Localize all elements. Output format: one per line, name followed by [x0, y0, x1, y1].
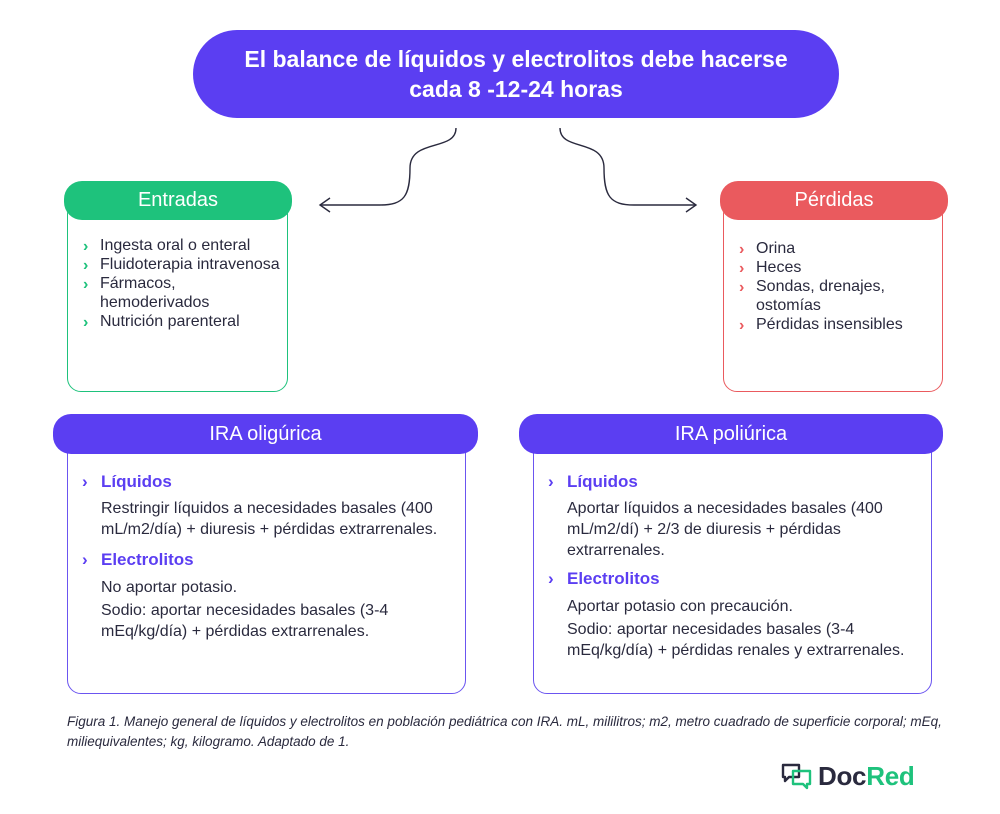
list-item: › Nutrición parenteral — [83, 313, 240, 331]
figure-caption: Figura 1. Manejo general de líquidos y e… — [67, 714, 942, 749]
list-item: › Orina — [739, 240, 796, 258]
liquidos-text: Aportar líquidos a necesidades basales (… — [567, 500, 883, 559]
perdidas-header: Pérdidas — [720, 181, 948, 220]
list-item: › Heces — [739, 259, 802, 277]
electrolitos-heading: › Electrolitos — [82, 550, 194, 569]
list-item: › Fármacos, hemoderivados — [83, 275, 210, 311]
chevron-right-icon: › — [739, 241, 745, 258]
chevron-right-icon: › — [82, 550, 88, 569]
logo-text-doc: Doc — [818, 760, 867, 791]
perdidas-list: › Orina › Heces › Sondas, drenajes, ostomía… — [739, 239, 936, 334]
list-item: › Sondas, drenajes, ostomías — [739, 278, 885, 314]
entradas-list: › Ingesta oral o enteral › Fluidoterapia i… — [83, 236, 280, 331]
ira-oligurica-content: › Líquidos Restringir líquidos a necesida… — [82, 472, 446, 642]
title-line-2: cada 8 -12-24 horas — [409, 76, 623, 102]
chevron-right-icon: › — [83, 276, 89, 293]
chevron-right-icon: › — [83, 238, 89, 255]
chevron-right-icon: › — [739, 260, 745, 277]
ira-poliurica-box — [533, 436, 932, 694]
electrolitos-text-2: Sodio: aportar necesidades basales (3-4 … — [101, 602, 389, 640]
ira-poliurica-header: IRA poliúrica — [519, 414, 943, 454]
docred-logo: Doc Red — [780, 760, 915, 792]
liquidos-heading: › Líquidos — [82, 472, 172, 491]
title-line-1: El balance de líquidos y electrolitos de… — [244, 46, 788, 72]
entradas-box — [67, 200, 288, 392]
liquidos-heading: › Líquidos — [548, 472, 638, 491]
chat-bubbles-icon — [781, 763, 812, 790]
list-item: › Ingesta oral o enteral — [83, 237, 251, 255]
connector-left — [320, 127, 457, 206]
chevron-right-icon: › — [548, 472, 554, 491]
electrolitos-text-2: Sodio: aportar necesidades basales (3-4 … — [567, 621, 905, 659]
logo-text-red: Red — [866, 760, 915, 791]
list-item: › Fluidoterapia intravenosa — [83, 256, 280, 274]
ira-oligurica-header: IRA oligúrica — [53, 414, 478, 454]
chevron-right-icon: › — [548, 569, 554, 588]
chevron-right-icon: › — [739, 317, 745, 334]
entradas-header: Entradas — [64, 181, 292, 220]
chevron-right-icon: › — [83, 314, 89, 331]
liquidos-text: Restringir líquidos a necesidades basale… — [101, 500, 438, 538]
ira-oligurica-box — [67, 436, 466, 694]
title-banner: El balance de líquidos y electrolitos de… — [193, 30, 839, 118]
electrolitos-text-1: No aportar potasio. — [101, 579, 238, 596]
arrowhead-left — [318, 197, 331, 213]
chevron-right-icon: › — [82, 472, 88, 491]
ira-poliurica-content: › Líquidos Aportar líquidos a necesidades… — [548, 472, 919, 661]
list-item: › Pérdidas insensibles — [739, 316, 903, 334]
chevron-right-icon: › — [739, 279, 745, 296]
electrolitos-text-1: Aportar potasio con precaución. — [567, 598, 793, 615]
connector-right — [559, 127, 696, 206]
perdidas-box — [723, 200, 943, 392]
electrolitos-heading: › Electrolitos — [548, 569, 660, 588]
arrowhead-right — [685, 197, 698, 213]
chevron-right-icon: › — [83, 257, 89, 274]
